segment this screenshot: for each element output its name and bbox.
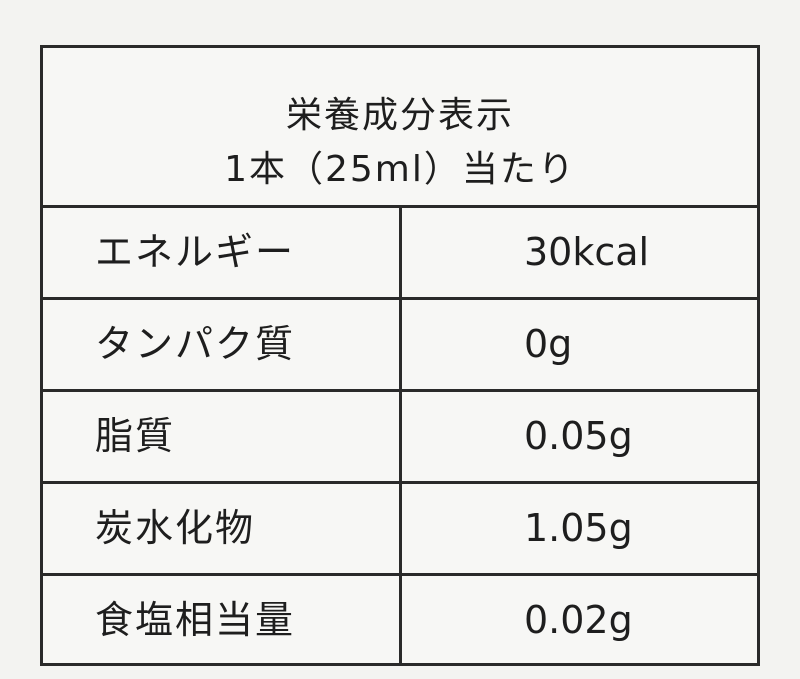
nutrition-row: 脂質 0.05g [43, 392, 757, 484]
label-header: 栄養成分表示 1本（25ml）当たり [43, 48, 757, 208]
value-cell: 0.05g [399, 392, 760, 481]
label-subtitle: 1本（25ml）当たり [224, 149, 576, 190]
nutrient-name: エネルギー [95, 230, 296, 274]
nutrient-value: 0.02g [524, 598, 633, 642]
nutrition-label: 栄養成分表示 1本（25ml）当たり エネルギー 30kcal タンパク質 0g 脂質 0… [40, 45, 760, 666]
nutrition-row: 炭水化物 1.05g [43, 484, 757, 576]
nutrient-name: 食塩相当量 [95, 598, 296, 642]
value-cell: 30kcal [399, 208, 760, 297]
value-cell: 0.02g [399, 576, 760, 665]
nutrition-row: エネルギー 30kcal [43, 208, 757, 300]
nutrition-row: 食塩相当量 0.02g [43, 576, 757, 665]
value-cell: 1.05g [399, 484, 760, 573]
nutrient-name: 脂質 [95, 414, 176, 458]
nutrient-value: 0g [524, 322, 573, 366]
nutrient-value: 30kcal [524, 230, 650, 274]
nutrient-name: タンパク質 [95, 322, 296, 366]
nutrient-name: 炭水化物 [95, 506, 256, 550]
label-title: 栄養成分表示 [285, 95, 514, 136]
nutrient-value: 1.05g [524, 506, 633, 550]
value-cell: 0g [399, 300, 760, 389]
nutrition-row: タンパク質 0g [43, 300, 757, 392]
nutrient-value: 0.05g [524, 414, 633, 458]
